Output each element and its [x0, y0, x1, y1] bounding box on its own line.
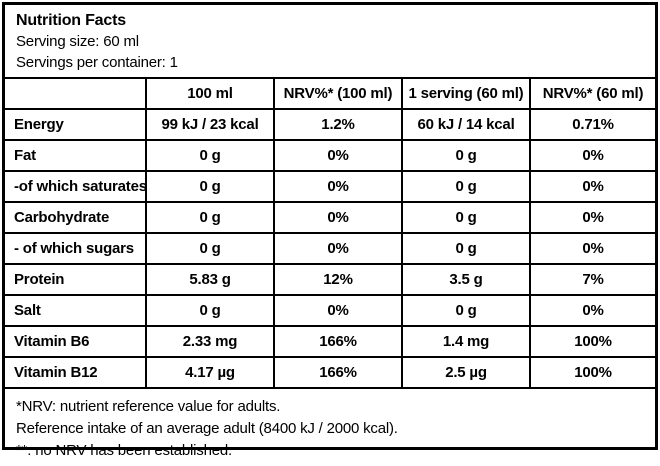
value-nrv-100ml: 12% — [273, 263, 403, 296]
nutrition-facts-panel: Nutrition Facts Serving size: 60 ml Serv… — [2, 2, 658, 459]
value-100ml: 2.33 mg — [145, 325, 275, 358]
value-nrv-100ml: 0% — [273, 294, 403, 327]
footnote-no-nrv: **: no NRV has been established. — [16, 442, 232, 459]
table-header-row: 100 ml NRV%* (100 ml) 1 serving (60 ml) … — [5, 79, 655, 110]
column-header-100ml: 100 ml — [145, 79, 275, 110]
table-row-carbohydrate: Carbohydrate 0 g 0% 0 g 0% — [5, 201, 655, 234]
value-nrv-100ml: 0% — [273, 139, 403, 172]
nutrient-name: Fat — [5, 139, 147, 172]
value-nrv-serving: 0.71% — [529, 108, 655, 141]
value-serving: 0 g — [401, 294, 531, 327]
table-row-saturates: -of which saturates 0 g 0% 0 g 0% — [5, 170, 655, 203]
value-100ml: 0 g — [145, 201, 275, 234]
column-header-nutrient — [5, 79, 147, 110]
nutrient-name: -of which saturates — [5, 170, 147, 203]
value-nrv-100ml: 0% — [273, 232, 403, 265]
value-serving: 0 g — [401, 139, 531, 172]
table-row-sugars: - of which sugars 0 g 0% 0 g 0% — [5, 232, 655, 265]
value-100ml: 0 g — [145, 139, 275, 172]
value-serving: 2.5 µg — [401, 356, 531, 389]
value-100ml: 0 g — [145, 294, 275, 327]
nutrient-name: Energy — [5, 108, 147, 141]
value-nrv-serving: 0% — [529, 294, 655, 327]
nutrition-table: 100 ml NRV%* (100 ml) 1 serving (60 ml) … — [5, 79, 655, 389]
value-nrv-100ml: 0% — [273, 170, 403, 203]
footnote-reference-intake: Reference intake of an average adult (84… — [16, 420, 398, 437]
nutrient-name: Vitamin B6 — [5, 325, 147, 358]
label-title: Nutrition Facts — [16, 12, 126, 29]
value-nrv-100ml: 0% — [273, 201, 403, 234]
table-row-energy: Energy 99 kJ / 23 kcal 1.2% 60 kJ / 14 k… — [5, 108, 655, 141]
column-header-nrv-100ml: NRV%* (100 ml) — [273, 79, 403, 110]
nutrient-name: - of which sugars — [5, 232, 147, 265]
value-nrv-serving: 0% — [529, 139, 655, 172]
nutrient-name: Vitamin B12 — [5, 356, 147, 389]
nutrient-name: Salt — [5, 294, 147, 327]
value-nrv-serving: 100% — [529, 325, 655, 358]
value-serving: 0 g — [401, 170, 531, 203]
column-header-nrv-serving: NRV%* (60 ml) — [529, 79, 655, 110]
value-serving: 60 kJ / 14 kcal — [401, 108, 531, 141]
table-row-vitamin-b6: Vitamin B6 2.33 mg 166% 1.4 mg 100% — [5, 325, 655, 358]
value-nrv-serving: 0% — [529, 170, 655, 203]
value-nrv-serving: 0% — [529, 201, 655, 234]
value-nrv-100ml: 1.2% — [273, 108, 403, 141]
value-100ml: 0 g — [145, 170, 275, 203]
table-row-salt: Salt 0 g 0% 0 g 0% — [5, 294, 655, 327]
value-100ml: 4.17 µg — [145, 356, 275, 389]
value-nrv-serving: 0% — [529, 232, 655, 265]
nutrient-name: Protein — [5, 263, 147, 296]
label-header: Nutrition Facts Serving size: 60 ml Serv… — [5, 5, 655, 79]
value-serving: 1.4 mg — [401, 325, 531, 358]
table-row-vitamin-b12: Vitamin B12 4.17 µg 166% 2.5 µg 100% — [5, 356, 655, 389]
value-100ml: 0 g — [145, 232, 275, 265]
value-serving: 0 g — [401, 201, 531, 234]
nutrient-name: Carbohydrate — [5, 201, 147, 234]
footnotes: *NRV: nutrient reference value for adult… — [5, 389, 655, 466]
value-serving: 3.5 g — [401, 263, 531, 296]
value-serving: 0 g — [401, 232, 531, 265]
value-100ml: 99 kJ / 23 kcal — [145, 108, 275, 141]
value-nrv-serving: 7% — [529, 263, 655, 296]
serving-size-text: Serving size: 60 ml — [16, 33, 139, 50]
servings-per-container-text: Servings per container: 1 — [16, 54, 178, 71]
value-nrv-100ml: 166% — [273, 325, 403, 358]
value-nrv-100ml: 166% — [273, 356, 403, 389]
value-100ml: 5.83 g — [145, 263, 275, 296]
column-header-serving: 1 serving (60 ml) — [401, 79, 531, 110]
table-row-protein: Protein 5.83 g 12% 3.5 g 7% — [5, 263, 655, 296]
table-row-fat: Fat 0 g 0% 0 g 0% — [5, 139, 655, 172]
footnote-nrv-definition: *NRV: nutrient reference value for adult… — [16, 398, 281, 415]
value-nrv-serving: 100% — [529, 356, 655, 389]
